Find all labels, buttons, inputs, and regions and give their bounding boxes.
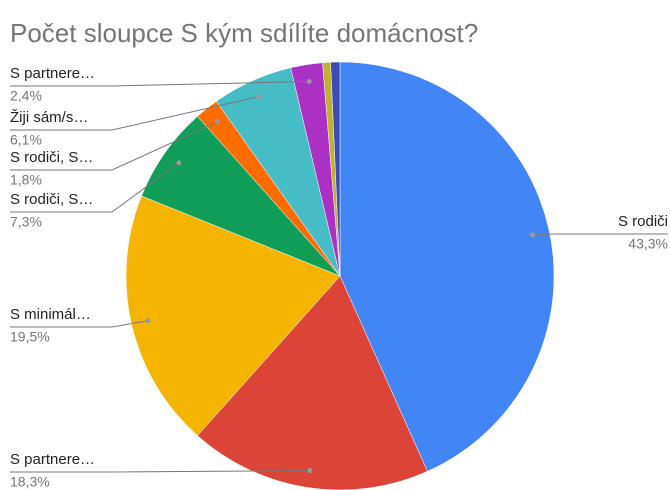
leader-dot bbox=[306, 79, 312, 85]
leader-dot bbox=[176, 160, 182, 166]
leader-line bbox=[10, 81, 310, 87]
slice-label: S rodiči, S… bbox=[10, 191, 93, 208]
leader-line bbox=[10, 320, 149, 328]
pie-slice bbox=[339, 61, 555, 472]
leader-dot bbox=[214, 119, 220, 125]
slice-label: Žiji sám/s… bbox=[10, 109, 88, 126]
pie-slice bbox=[330, 61, 341, 277]
leader-dot bbox=[530, 232, 536, 238]
slice-value: 2,4% bbox=[10, 88, 42, 104]
leader-line bbox=[10, 96, 260, 131]
slice-label: S rodiči bbox=[618, 213, 668, 230]
leader-dot bbox=[307, 468, 313, 474]
pie-slice bbox=[197, 275, 428, 490]
leader-line bbox=[532, 233, 668, 236]
slice-label: S rodiči, S… bbox=[10, 149, 93, 166]
slice-label: S partnere… bbox=[10, 451, 95, 468]
slice-value: 18,3% bbox=[10, 474, 50, 490]
leader-line bbox=[10, 162, 180, 213]
slice-value: 19,5% bbox=[10, 329, 50, 345]
chart-title: Počet sloupce S kým sdílíte domácnost? bbox=[10, 18, 478, 48]
pie-slice bbox=[141, 116, 341, 277]
leader-dot bbox=[145, 318, 151, 324]
slice-value: 1,8% bbox=[10, 172, 42, 188]
leader-line bbox=[10, 470, 310, 473]
slice-label: S partnere… bbox=[10, 65, 95, 82]
pie-slice bbox=[125, 195, 341, 436]
slice-value: 7,3% bbox=[10, 214, 42, 230]
leader-dot bbox=[256, 94, 262, 100]
slice-value: 43,3% bbox=[628, 236, 668, 252]
leader-line bbox=[10, 121, 218, 171]
slice-label: S minimál… bbox=[10, 306, 91, 323]
slice-value: 6,1% bbox=[10, 132, 42, 148]
